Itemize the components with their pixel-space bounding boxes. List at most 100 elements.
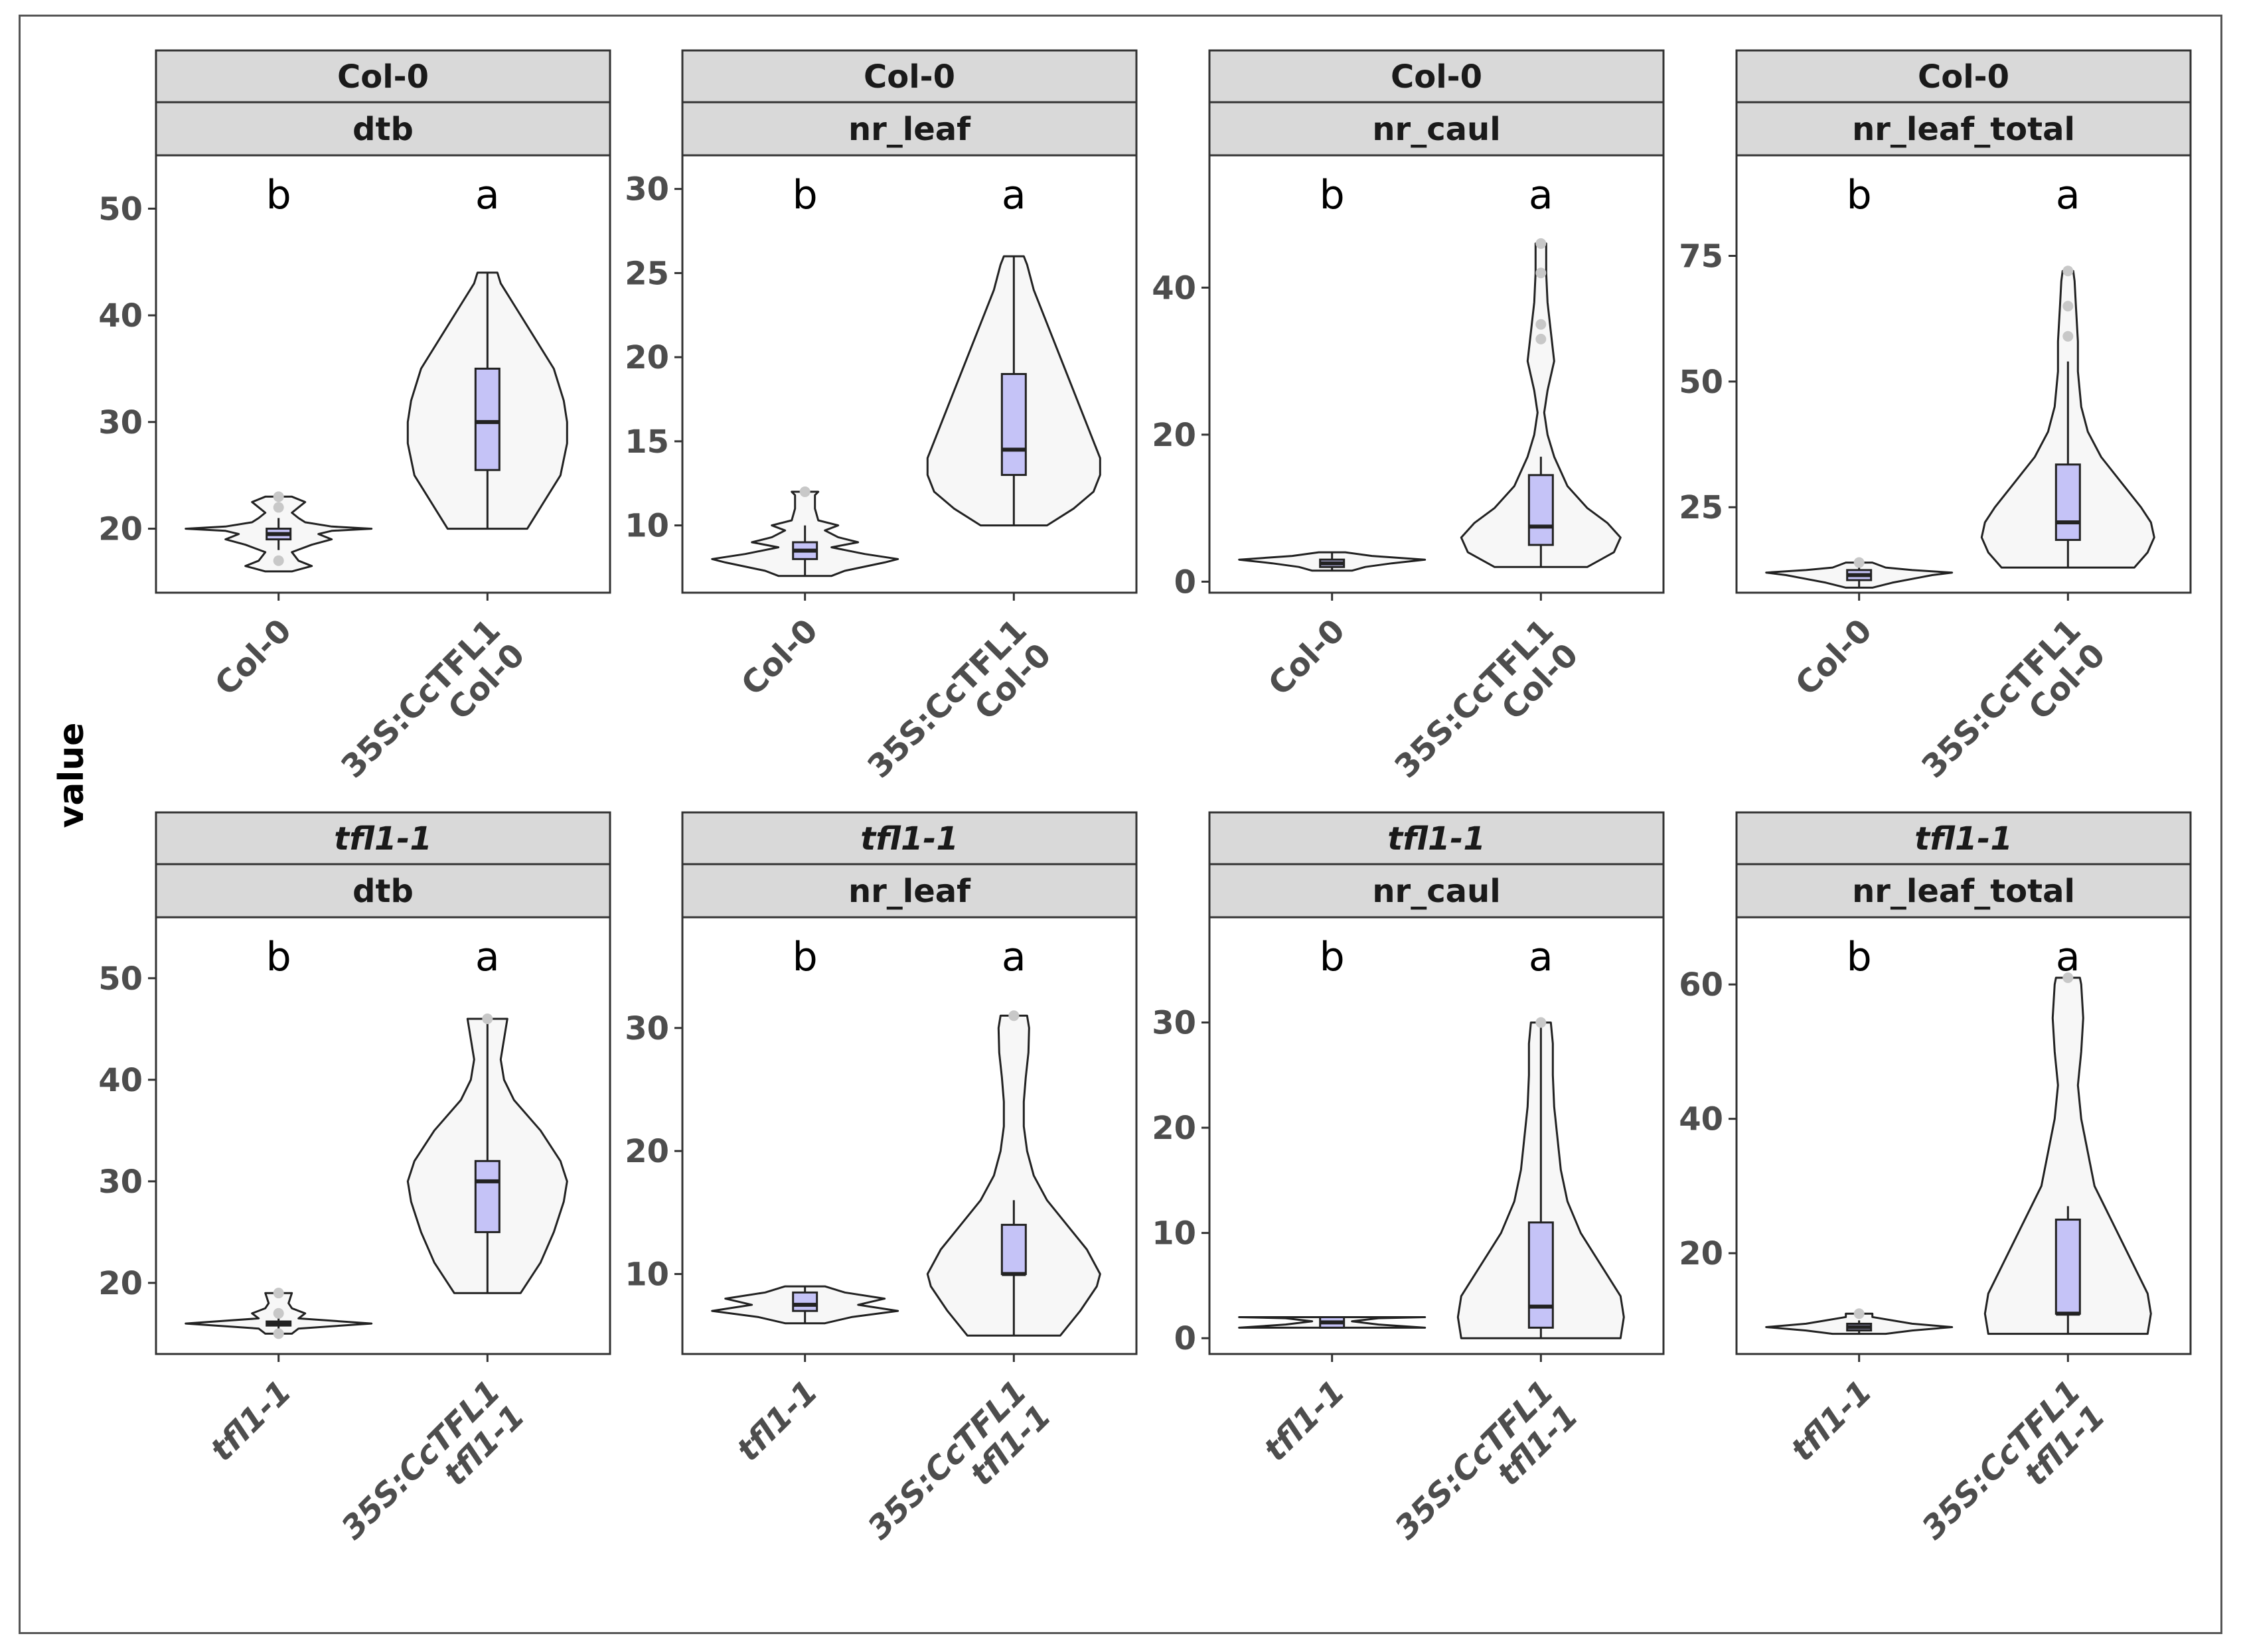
outlier-point bbox=[273, 502, 284, 513]
strip-trait-label: nr_leaf_total bbox=[1852, 111, 2075, 148]
x-tick-label: 35S:CcTFL1tfl1-1 bbox=[1914, 1373, 2112, 1571]
strip-trait-label-box bbox=[1735, 863, 2192, 919]
outlier-point bbox=[1535, 1017, 1547, 1028]
y-tick-label: 40 bbox=[1152, 269, 1196, 307]
outlier-point bbox=[482, 1014, 493, 1025]
y-tick-label: 10 bbox=[1152, 1215, 1196, 1252]
strip-row-label: tfl1-1 bbox=[1914, 820, 2012, 858]
outlier-point bbox=[1535, 267, 1547, 279]
x-tick-label-line: Col-0 bbox=[1788, 612, 1879, 703]
y-tick-label: 40 bbox=[98, 297, 143, 335]
y-tick-label: 0 bbox=[1174, 563, 1196, 601]
outlier-point bbox=[1535, 238, 1547, 249]
x-tick-label: 35S:CcTFL1Col-0 bbox=[1387, 612, 1585, 810]
x-tick-label: 35S:CcTFL1tfl1-1 bbox=[860, 1373, 1058, 1571]
y-tick-label: 50 bbox=[1679, 364, 1723, 401]
y-tick-label: 50 bbox=[98, 190, 143, 228]
y-tick-label: 10 bbox=[625, 1256, 669, 1294]
strip-trait-label-box bbox=[681, 101, 1138, 157]
significance-letter: b bbox=[266, 172, 291, 218]
significance-letter: b bbox=[1320, 934, 1345, 980]
outlier-point bbox=[273, 1308, 284, 1319]
significance-letter: a bbox=[475, 934, 500, 980]
x-tick-label: 35S:CcTFL1tfl1-1 bbox=[334, 1373, 532, 1571]
significance-letter: a bbox=[1002, 172, 1026, 218]
significance-letter: a bbox=[1529, 934, 1553, 980]
significance-letter: a bbox=[2056, 172, 2080, 218]
x-tick-label: 35S:CcTFL1Col-0 bbox=[860, 612, 1058, 810]
significance-letter: b bbox=[793, 172, 818, 218]
outlier-point bbox=[2062, 265, 2074, 277]
significance-letter: a bbox=[1002, 934, 1026, 980]
significance-letter: b bbox=[1320, 172, 1345, 218]
y-tick-label: 20 bbox=[625, 1133, 669, 1170]
x-tick-label: 35S:CcTFL1tfl1-1 bbox=[1387, 1373, 1585, 1571]
x-tick-label: tfl1-1 bbox=[1257, 1373, 1352, 1469]
panel-7: tfl1-1 nr_caul 0 10 20 30 b tfl1-1 a 35S:CcTFL1tf… bbox=[1152, 811, 1665, 1571]
strip-row-label-box bbox=[1735, 49, 2192, 104]
y-tick-label: 10 bbox=[625, 508, 669, 545]
strip-trait-label: dtb bbox=[352, 873, 414, 910]
y-tick-label: 60 bbox=[1679, 966, 1723, 1004]
outlier-point bbox=[1008, 1010, 1020, 1021]
y-tick-label: 20 bbox=[1152, 1110, 1196, 1147]
strip-row-label-box bbox=[155, 49, 611, 104]
strip-row-label: tfl1-1 bbox=[334, 820, 431, 858]
x-tick-label: tfl1-1 bbox=[730, 1373, 825, 1469]
strip-trait-label-box bbox=[1208, 863, 1665, 919]
outlier-point bbox=[1853, 1308, 1865, 1319]
x-tick-label-line: Col-0 bbox=[1261, 612, 1352, 703]
outlier-point bbox=[799, 486, 811, 497]
panel-1: Col-0 dtb 20 30 40 50 b Col-0 a 35S:CcTFL1Col-0 bbox=[98, 49, 611, 810]
outlier-point bbox=[273, 491, 284, 502]
plot-panel-border bbox=[681, 154, 1138, 594]
box-2 bbox=[1000, 1223, 1027, 1276]
y-tick-label: 30 bbox=[625, 1010, 669, 1047]
x-tick-label-line: Col-0 bbox=[734, 612, 825, 703]
y-tick-label: 0 bbox=[1174, 1320, 1196, 1357]
box-2 bbox=[474, 1160, 501, 1233]
strip-trait-label-box bbox=[155, 863, 611, 919]
panel-8: tfl1-1 nr_leaf_total 20 40 60 b tfl1-1 a 35S:CcT… bbox=[1679, 811, 2192, 1571]
outlier-point bbox=[273, 1328, 284, 1339]
outlier-point bbox=[1853, 557, 1865, 568]
y-tick-label: 25 bbox=[625, 255, 669, 292]
x-tick-label: tfl1-1 bbox=[203, 1373, 299, 1469]
outlier-point bbox=[1535, 333, 1547, 344]
box-2 bbox=[2054, 463, 2081, 541]
outlier-point bbox=[273, 1288, 284, 1299]
x-tick-label: tfl1-1 bbox=[1784, 1373, 1879, 1469]
strip-row-label: Col-0 bbox=[337, 58, 429, 96]
box-2 bbox=[2054, 1219, 2081, 1315]
strip-trait-label-box bbox=[1735, 101, 2192, 157]
outlier-point bbox=[2062, 331, 2074, 342]
y-tick-label: 20 bbox=[1679, 1235, 1723, 1272]
outlier-point bbox=[1535, 319, 1547, 330]
x-tick-label-line: tfl1-1 bbox=[203, 1373, 299, 1469]
y-tick-label: 30 bbox=[98, 404, 143, 441]
outlier-point bbox=[2062, 301, 2074, 312]
strip-row-label-box bbox=[1208, 49, 1665, 104]
x-tick-label: 35S:CcTFL1Col-0 bbox=[334, 612, 532, 810]
outlier-point bbox=[273, 555, 284, 566]
strip-trait-label: nr_leaf bbox=[848, 873, 971, 910]
panel-4: Col-0 nr_leaf_total 25 50 75 b Col-0 a 35S:CcTFL… bbox=[1679, 49, 2192, 785]
strip-row-label: tfl1-1 bbox=[860, 820, 958, 858]
violin-2 bbox=[1983, 976, 2152, 1335]
x-tick-label: Col-0 bbox=[208, 612, 299, 703]
strip-trait-label-box bbox=[1208, 101, 1665, 157]
y-tick-label: 20 bbox=[98, 1265, 143, 1302]
y-tick-label: 20 bbox=[1152, 417, 1196, 454]
y-tick-label: 15 bbox=[625, 423, 669, 461]
x-tick-label-line: tfl1-1 bbox=[1784, 1373, 1879, 1469]
x-tick-label: Col-0 bbox=[1261, 612, 1352, 703]
y-tick-label: 30 bbox=[625, 171, 669, 208]
panel-2: Col-0 nr_leaf 10 15 20 25 30 b Col-0 a 35S:CcTFL1C… bbox=[625, 49, 1138, 810]
x-tick-label-line: Col-0 bbox=[208, 612, 299, 703]
y-tick-label: 50 bbox=[98, 960, 143, 998]
violin-2 bbox=[1460, 242, 1622, 568]
y-tick-label: 20 bbox=[625, 339, 669, 376]
significance-letter: a bbox=[1529, 172, 1553, 218]
strip-row-label-box bbox=[681, 811, 1138, 865]
